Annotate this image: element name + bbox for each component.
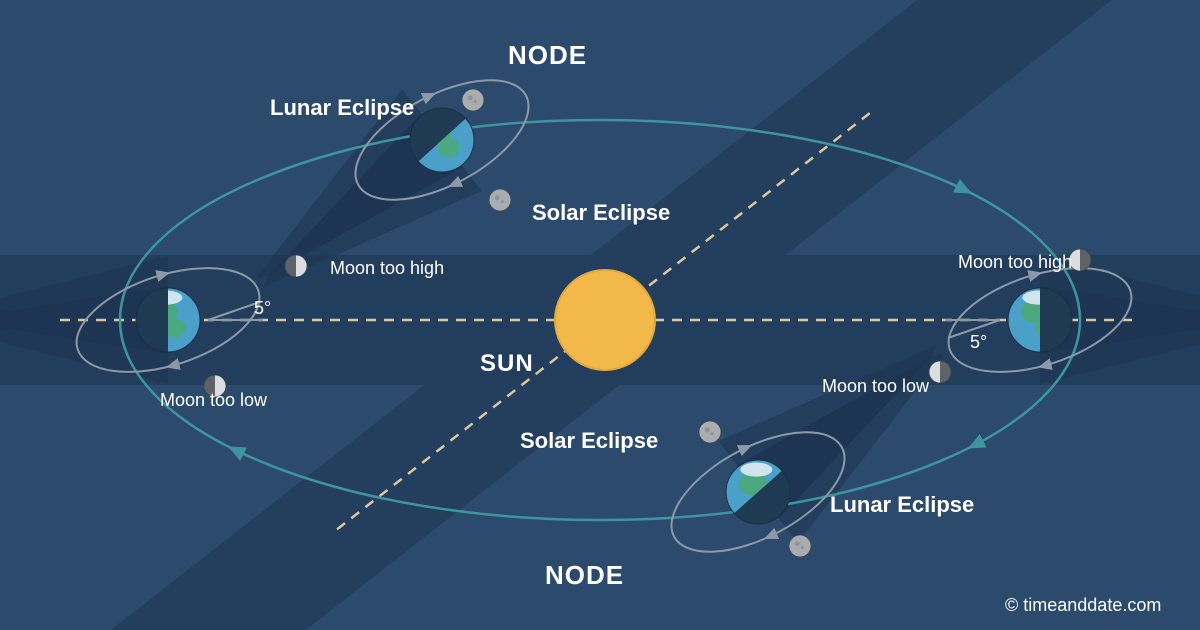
angle-left-label: 5° <box>254 298 271 319</box>
diagram-stage: NODE NODE SUN Lunar Eclipse Solar Eclips… <box>0 0 1200 630</box>
moon-too-high-right-label: Moon too high <box>958 252 1072 273</box>
lunar-eclipse-bottom-label: Lunar Eclipse <box>830 492 974 518</box>
moon-too-low-right-label: Moon too low <box>822 376 929 397</box>
solar-eclipse-bottom-label: Solar Eclipse <box>520 428 658 454</box>
moon-too-low-left-label: Moon too low <box>160 390 267 411</box>
angle-right-label: 5° <box>970 332 987 353</box>
moon-too-high-left-label: Moon too high <box>330 258 444 279</box>
diagram-svg <box>0 0 1200 630</box>
node-top-label: NODE <box>508 40 587 71</box>
lunar-eclipse-top-label: Lunar Eclipse <box>270 95 414 121</box>
solar-eclipse-top-label: Solar Eclipse <box>532 200 670 226</box>
node-bottom-label: NODE <box>545 560 624 591</box>
credit-label: © timeanddate.com <box>1005 595 1161 616</box>
sun-label: SUN <box>480 350 534 378</box>
